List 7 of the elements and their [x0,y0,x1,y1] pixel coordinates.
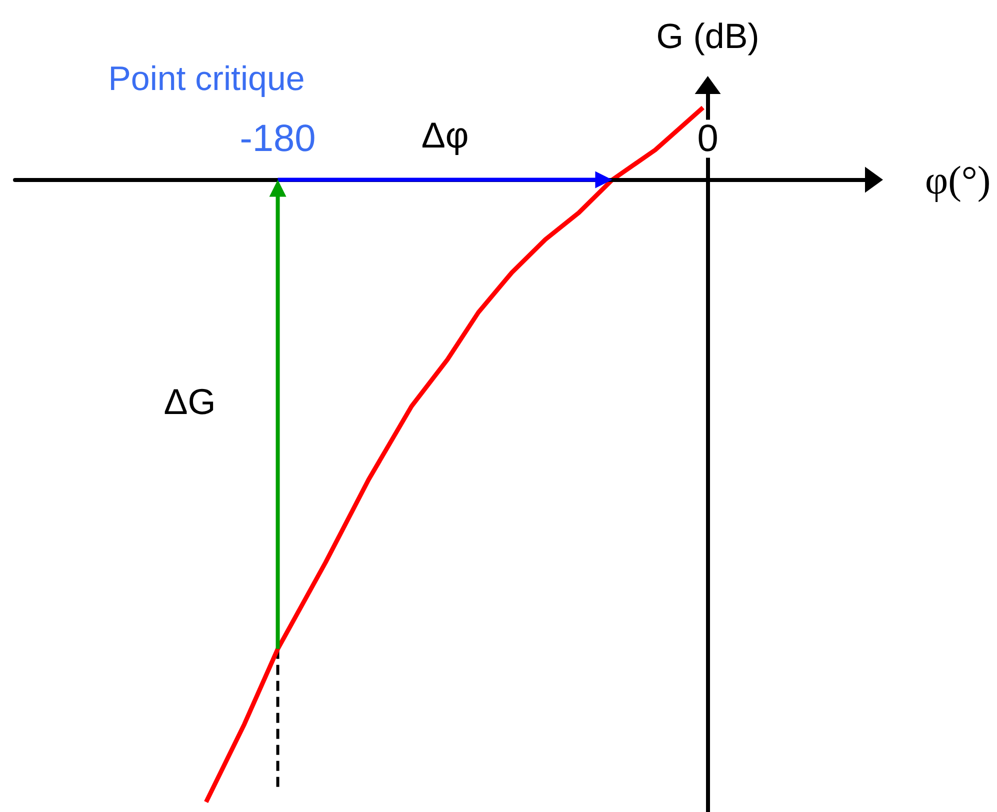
x-tick-label: 0 [697,118,718,160]
annotation: Δφ [421,114,469,156]
x-tick-label: -180 [240,118,316,160]
y-axis-title: G (dB) [656,17,760,56]
x-axis-title: φ(°) [925,157,991,202]
text: Point critique [108,60,305,98]
annotation: ΔG [164,380,216,422]
